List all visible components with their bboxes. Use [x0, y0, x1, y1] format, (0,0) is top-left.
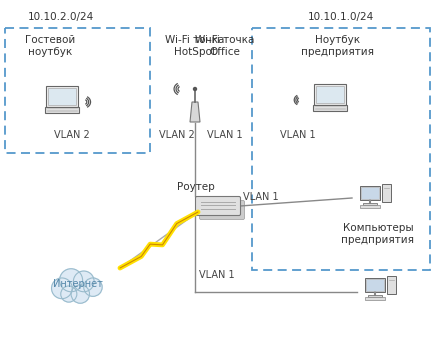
Circle shape [194, 87, 197, 91]
FancyBboxPatch shape [48, 88, 76, 105]
Circle shape [61, 286, 77, 302]
FancyBboxPatch shape [360, 186, 380, 200]
Text: VLAN 2: VLAN 2 [54, 130, 90, 140]
Text: 10.10.2.0/24: 10.10.2.0/24 [28, 12, 94, 22]
Text: VLAN 1: VLAN 1 [280, 130, 316, 140]
Text: VLAN 1: VLAN 1 [199, 270, 235, 280]
FancyBboxPatch shape [381, 184, 391, 202]
Text: VLAN 1: VLAN 1 [207, 130, 243, 140]
FancyBboxPatch shape [362, 187, 378, 199]
Circle shape [84, 278, 102, 296]
FancyBboxPatch shape [46, 86, 78, 107]
Text: 10.10.1.0/24: 10.10.1.0/24 [308, 12, 374, 22]
Polygon shape [190, 102, 200, 122]
FancyBboxPatch shape [314, 84, 346, 105]
FancyBboxPatch shape [360, 206, 380, 208]
FancyBboxPatch shape [200, 201, 244, 219]
FancyBboxPatch shape [313, 105, 347, 111]
FancyBboxPatch shape [195, 197, 240, 215]
Circle shape [59, 269, 82, 292]
FancyBboxPatch shape [316, 87, 344, 103]
FancyBboxPatch shape [45, 107, 79, 113]
Text: Интернет: Интернет [53, 279, 103, 289]
Text: Компьютеры
предприятия: Компьютеры предприятия [342, 223, 414, 245]
FancyBboxPatch shape [365, 278, 385, 292]
Text: Wi-Fi точка
Office: Wi-Fi точка Office [195, 35, 255, 56]
Text: VLAN 1: VLAN 1 [243, 192, 279, 202]
Text: VLAN 2: VLAN 2 [159, 130, 195, 140]
Text: Wi-Fi точка
HotSpot: Wi-Fi точка HotSpot [165, 35, 225, 56]
Text: Гостевой
ноутбук: Гостевой ноутбук [25, 35, 75, 56]
Text: Роутер: Роутер [177, 182, 215, 192]
FancyBboxPatch shape [365, 297, 385, 300]
Text: Ноутбук
предприятия: Ноутбук предприятия [302, 35, 375, 56]
Circle shape [73, 271, 94, 292]
Circle shape [52, 278, 72, 299]
FancyBboxPatch shape [387, 276, 396, 294]
FancyBboxPatch shape [363, 203, 377, 205]
Circle shape [71, 285, 89, 303]
FancyBboxPatch shape [368, 295, 382, 297]
FancyBboxPatch shape [366, 279, 384, 291]
